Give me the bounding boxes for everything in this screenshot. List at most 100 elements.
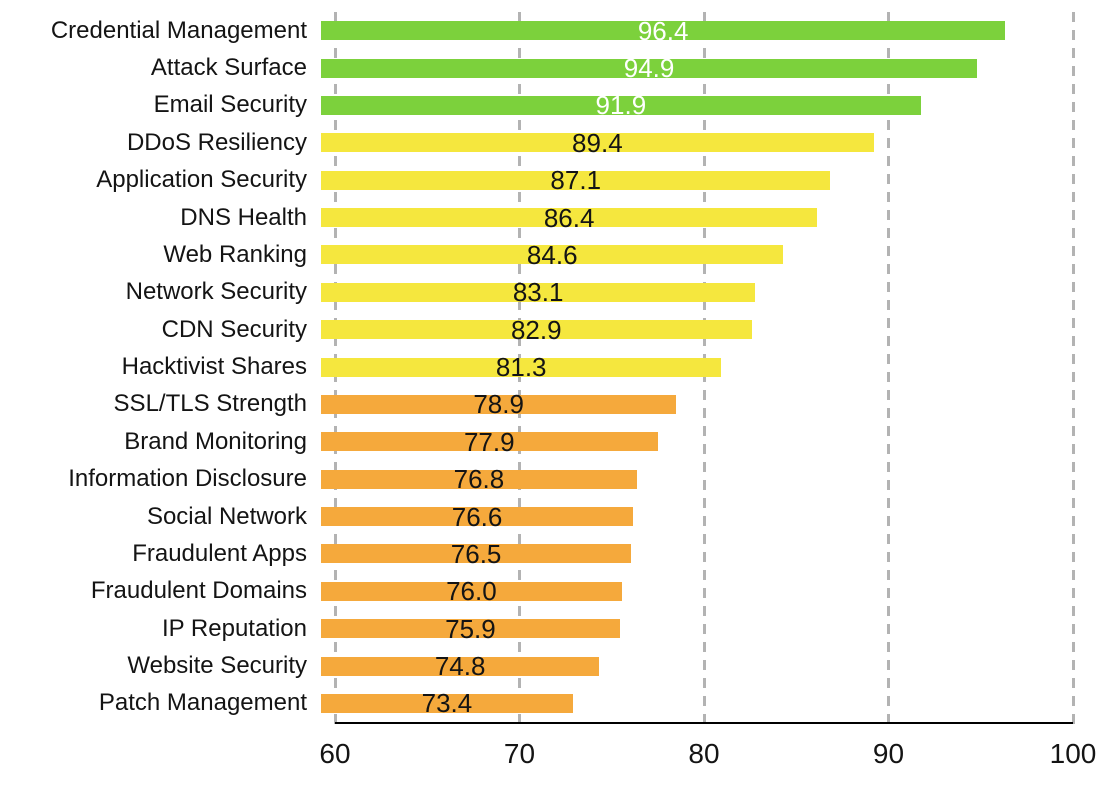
gridline-x-100 xyxy=(1071,12,1075,731)
chart-row: Network Security 83.1 xyxy=(0,274,1073,311)
chart-row: Web Ranking 84.6 xyxy=(0,236,1073,273)
bar-track: 75.9 xyxy=(321,616,1073,642)
chart-row: SSL/TLS Strength 78.9 xyxy=(0,386,1073,423)
bar: 96.4 xyxy=(321,18,1006,44)
bar-track: 83.1 xyxy=(321,279,1073,305)
bar-value-label: 75.9 xyxy=(445,613,496,644)
x-tick-label: 90 xyxy=(872,738,905,769)
bar: 77.9 xyxy=(321,429,658,455)
bar-value-label: 84.6 xyxy=(526,239,578,270)
bar-track: 76.5 xyxy=(321,541,1073,567)
chart-row: Email Security 91.9 xyxy=(0,87,1073,124)
category-label: Website Security xyxy=(127,652,307,680)
bar-value-label: 77.9 xyxy=(463,426,515,457)
bar: 91.9 xyxy=(321,92,921,118)
category-label: Application Security xyxy=(96,166,307,194)
bar-value-label: 76.8 xyxy=(453,464,505,495)
chart-row: Fraudulent Domains 76.0 xyxy=(0,573,1073,610)
category-label: DDoS Resiliency xyxy=(126,128,307,156)
chart-rows: Credential Management 96.4 Attack Surface 9… xyxy=(0,12,1073,722)
bar-value-label: 73.4 xyxy=(421,688,473,719)
chart-row: Fraudulent Apps 76.5 xyxy=(0,535,1073,572)
bar: 78.9 xyxy=(321,391,677,417)
category-label: Patch Management xyxy=(98,689,307,717)
bar-track: 76.6 xyxy=(321,504,1073,530)
bar: 81.3 xyxy=(321,354,722,380)
chart-row: CDN Security 82.9 xyxy=(0,311,1073,348)
bar-track: 82.9 xyxy=(321,317,1073,343)
bar-value-label: 91.9 xyxy=(595,90,647,121)
bar: 73.4 xyxy=(321,690,573,716)
bar: 87.1 xyxy=(321,167,831,193)
chart-row: DDoS Resiliency 89.4 xyxy=(0,124,1073,161)
bar-track: 77.9 xyxy=(321,429,1073,455)
category-label: Fraudulent Domains xyxy=(90,577,307,605)
category-label: Fraudulent Apps xyxy=(132,539,307,567)
bar-value-label: 89.4 xyxy=(572,127,623,158)
bar-value-label: 94.9 xyxy=(623,53,675,84)
bar: 89.4 xyxy=(321,130,874,156)
chart-row: Social Network 76.6 xyxy=(0,498,1073,535)
category-label: Credential Management xyxy=(50,16,307,44)
x-tick-label: 100 xyxy=(1049,738,1097,769)
bar: 86.4 xyxy=(321,205,818,231)
chart-row: Attack Surface 94.9 xyxy=(0,49,1073,86)
category-label: Brand Monitoring xyxy=(124,427,307,455)
bar-track: 87.1 xyxy=(321,167,1073,193)
category-label: Attack Surface xyxy=(150,54,307,82)
category-label: DNS Health xyxy=(180,203,307,231)
chart-row: Application Security 87.1 xyxy=(0,162,1073,199)
bar-track: 73.4 xyxy=(321,690,1073,716)
x-tick-label: 70 xyxy=(503,738,536,769)
bar-value-label: 87.1 xyxy=(550,165,602,196)
bar-value-label: 74.8 xyxy=(434,651,486,682)
bar-value-label: 76.5 xyxy=(450,538,502,569)
bar-track: 84.6 xyxy=(321,242,1073,268)
bar-track: 76.0 xyxy=(321,578,1073,604)
bar-track: 81.3 xyxy=(321,354,1073,380)
bar: 76.0 xyxy=(321,578,622,604)
category-label: IP Reputation xyxy=(162,614,307,642)
category-label: CDN Security xyxy=(161,315,307,343)
category-label: Social Network xyxy=(146,502,307,530)
bar-value-label: 83.1 xyxy=(512,277,564,308)
bar-value-label: 81.3 xyxy=(495,352,547,383)
bar: 76.5 xyxy=(321,541,632,567)
bar: 74.8 xyxy=(321,653,600,679)
bar-value-label: 82.9 xyxy=(510,314,562,345)
category-label: Information Disclosure xyxy=(68,465,307,493)
bar: 84.6 xyxy=(321,242,784,268)
chart-row: Hacktivist Shares 81.3 xyxy=(0,348,1073,385)
chart-row: Information Disclosure 76.8 xyxy=(0,461,1073,498)
x-axis-line xyxy=(335,722,1073,724)
chart-row: Credential Management 96.4 xyxy=(0,12,1073,49)
x-tick-label: 60 xyxy=(319,738,351,769)
chart-row: DNS Health 86.4 xyxy=(0,199,1073,236)
bar-track: 76.8 xyxy=(321,466,1073,492)
bar-value-label: 76.0 xyxy=(446,576,497,607)
category-label: Network Security xyxy=(125,278,307,306)
bar: 76.6 xyxy=(321,504,634,530)
bar-track: 86.4 xyxy=(321,205,1073,231)
bar-track: 78.9 xyxy=(321,391,1073,417)
bar: 82.9 xyxy=(321,317,752,343)
bar-value-label: 96.4 xyxy=(637,15,689,46)
category-label: Email Security xyxy=(153,91,307,119)
chart-row: IP Reputation 75.9 xyxy=(0,610,1073,647)
category-label: Hacktivist Shares xyxy=(121,353,307,381)
gridline-x-90 xyxy=(887,12,890,731)
x-tick-label: 80 xyxy=(688,738,720,769)
category-label: SSL/TLS Strength xyxy=(113,390,307,418)
bar: 83.1 xyxy=(321,279,756,305)
chart-row: Brand Monitoring 77.9 xyxy=(0,423,1073,460)
bar: 75.9 xyxy=(321,616,620,642)
chart-row: Website Security 74.8 xyxy=(0,647,1073,684)
bar: 76.8 xyxy=(321,466,637,492)
bar-track: 74.8 xyxy=(321,653,1073,679)
bar-track: 96.4 xyxy=(321,18,1073,44)
bar-value-label: 86.4 xyxy=(543,202,595,233)
chart-row: Patch Management 73.4 xyxy=(0,685,1073,722)
bar: 94.9 xyxy=(321,55,978,81)
bar-track: 89.4 xyxy=(321,130,1073,156)
